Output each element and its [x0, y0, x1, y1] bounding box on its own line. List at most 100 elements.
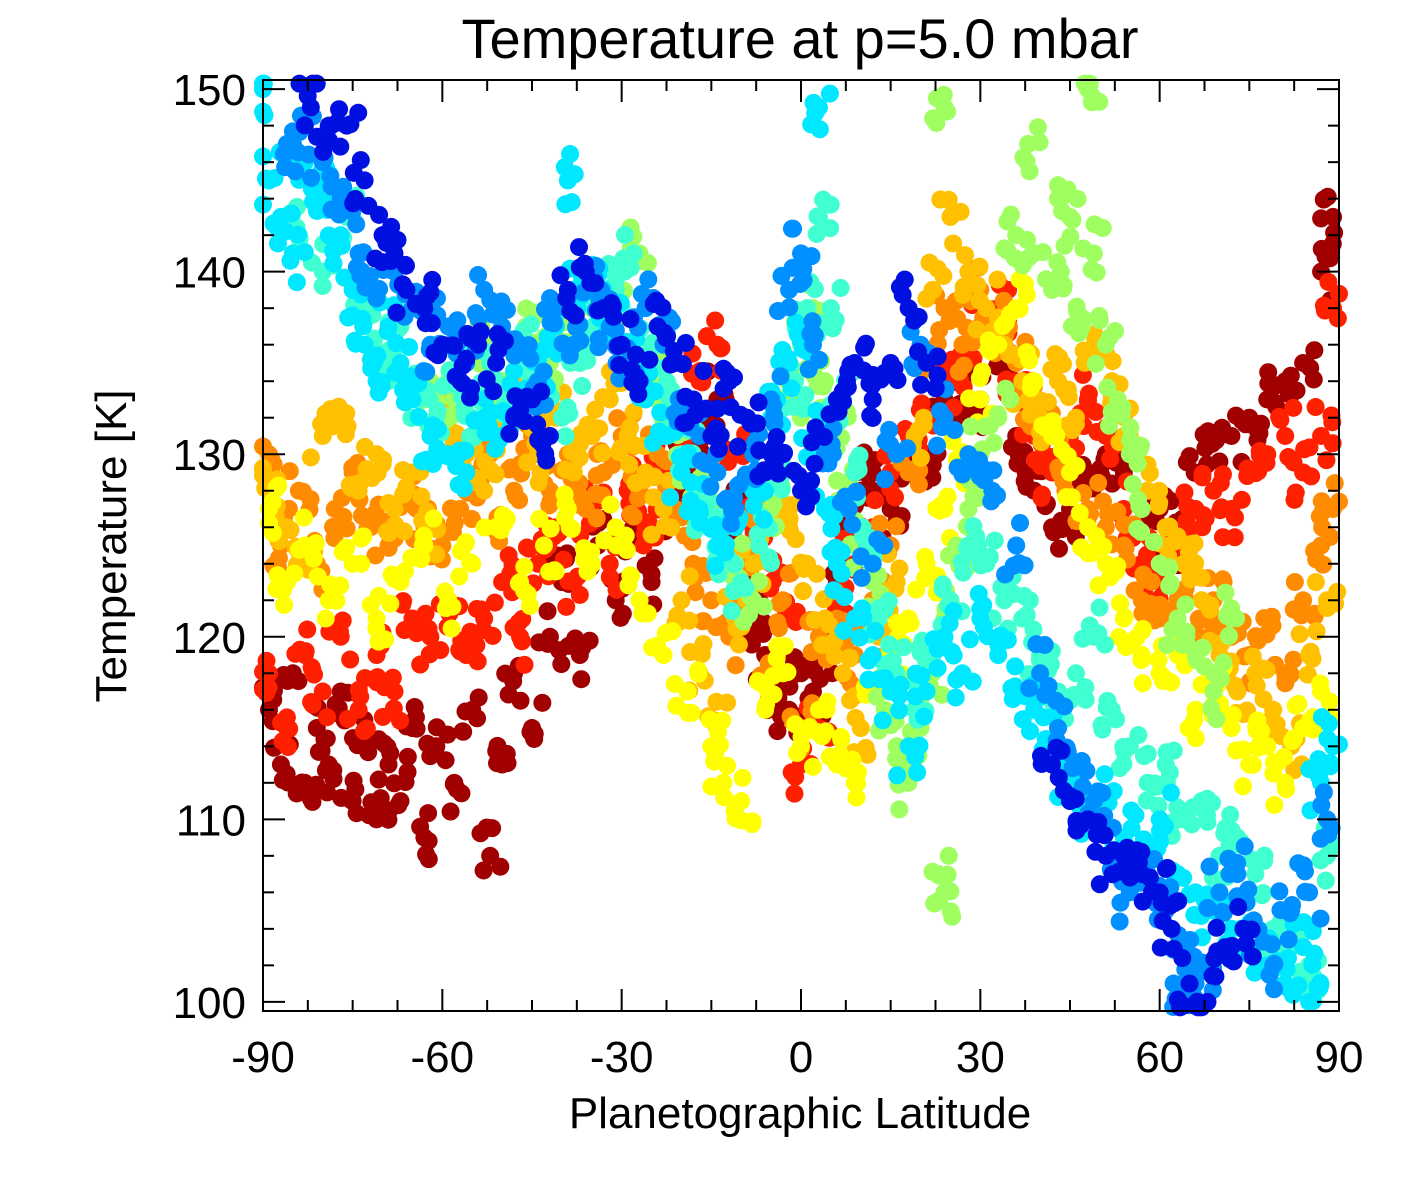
data-point-cloud [352, 506, 371, 525]
data-point-cloud [623, 373, 642, 392]
data-point-cloud [1122, 801, 1141, 820]
data-point-cloud [417, 845, 436, 864]
data-point-cloud [711, 339, 730, 358]
data-point-cloud [587, 508, 606, 527]
data-point-cloud [1020, 162, 1039, 181]
data-point-cloud [551, 266, 570, 285]
data-point-cloud [1032, 754, 1051, 773]
data-point-cloud [1216, 819, 1235, 838]
data-point-cloud [1162, 673, 1181, 692]
data-point-cloud [538, 602, 557, 621]
data-point-cloud [1196, 509, 1215, 528]
data-point-cloud [728, 437, 747, 456]
data-point-cloud [493, 506, 512, 525]
data-point-cloud [495, 332, 514, 351]
data-point-cloud [853, 527, 872, 546]
data-point-cloud [466, 304, 485, 323]
data-point-cloud [351, 151, 370, 170]
data-point-cloud [360, 806, 379, 825]
data-point-cloud [967, 320, 986, 339]
data-point-cloud [521, 349, 540, 368]
data-point-cloud [1214, 653, 1233, 672]
data-point-cloud [867, 687, 886, 706]
data-point-cloud [1011, 513, 1030, 532]
data-point-cloud [718, 756, 737, 775]
data-point-cloud [432, 337, 451, 356]
data-point-cloud [410, 549, 429, 568]
data-point-cloud [796, 497, 815, 516]
data-point-cloud [1264, 980, 1283, 999]
x-tick-label: -30 [590, 1033, 654, 1082]
data-point-cloud [855, 338, 874, 357]
data-point-cloud [1298, 665, 1317, 684]
data-point-cloud [907, 580, 926, 599]
data-point-cloud [1088, 782, 1107, 801]
data-point-cloud [734, 612, 753, 631]
data-point-cloud [870, 514, 889, 533]
data-point-cloud [1254, 884, 1273, 903]
data-point-cloud [572, 670, 591, 689]
data-point-cloud [1312, 209, 1331, 228]
data-point-cloud [606, 321, 625, 340]
x-axis-label: Planetographic Latitude [569, 1089, 1031, 1138]
data-point-cloud [676, 387, 695, 406]
data-point-cloud [1264, 753, 1283, 772]
data-point-cloud [340, 476, 359, 495]
data-point-cloud [689, 661, 708, 680]
data-point-cloud [1315, 301, 1334, 320]
data-point-cloud [1086, 842, 1105, 861]
data-point-cloud [1259, 363, 1278, 382]
data-point-cloud [1090, 598, 1109, 617]
data-point-cloud [449, 475, 468, 494]
data-point-cloud [686, 583, 705, 602]
data-point-cloud [1082, 93, 1101, 112]
data-point-cloud [450, 567, 469, 586]
data-point-cloud [556, 427, 575, 446]
data-point-cloud [428, 401, 447, 420]
data-point-cloud [1188, 992, 1207, 1011]
data-point-cloud [780, 677, 799, 696]
data-point-cloud [803, 757, 822, 776]
data-point-cloud [894, 638, 913, 657]
data-point-cloud [319, 226, 338, 245]
data-point-cloud [457, 349, 476, 368]
data-point-cloud [617, 541, 636, 560]
data-point-cloud [1102, 402, 1121, 421]
data-point-cloud [481, 403, 500, 422]
data-point-cloud [706, 556, 725, 575]
data-point [1180, 974, 1199, 993]
data-point [702, 591, 721, 610]
data-point-cloud [445, 514, 464, 533]
data-point-cloud [928, 436, 947, 455]
data-point-cloud [447, 424, 466, 443]
data-point-cloud [372, 376, 391, 395]
data-point-cloud [289, 540, 308, 559]
data-point [313, 682, 332, 701]
data-point-cloud [541, 289, 560, 308]
data-point-cloud [416, 604, 435, 623]
data-point-cloud [575, 254, 594, 273]
data-point-cloud [474, 621, 493, 640]
data-point-cloud [984, 433, 1003, 452]
data-point-cloud [1225, 528, 1244, 547]
y-tick-label: 140 [173, 249, 246, 298]
data-point-cloud [805, 454, 824, 473]
data-point-cloud [446, 367, 465, 386]
data-point-cloud [1302, 467, 1321, 486]
data-point-cloud [858, 745, 877, 764]
data-point-cloud [587, 466, 606, 485]
data-point-cloud [1137, 791, 1156, 810]
data-point-cloud [545, 314, 564, 333]
data-point-cloud [808, 723, 827, 742]
data-point-cloud [1228, 853, 1247, 872]
data-point-cloud [941, 902, 960, 921]
data-point-cloud [1020, 248, 1039, 267]
data-point-cloud [1140, 868, 1159, 887]
data-point-cloud [1110, 912, 1129, 931]
data-point-cloud [1301, 359, 1320, 378]
data-point-cloud [1030, 133, 1049, 152]
data-point-cloud [771, 367, 790, 386]
data-point-cloud [1198, 899, 1217, 918]
data-point-cloud [334, 507, 353, 526]
